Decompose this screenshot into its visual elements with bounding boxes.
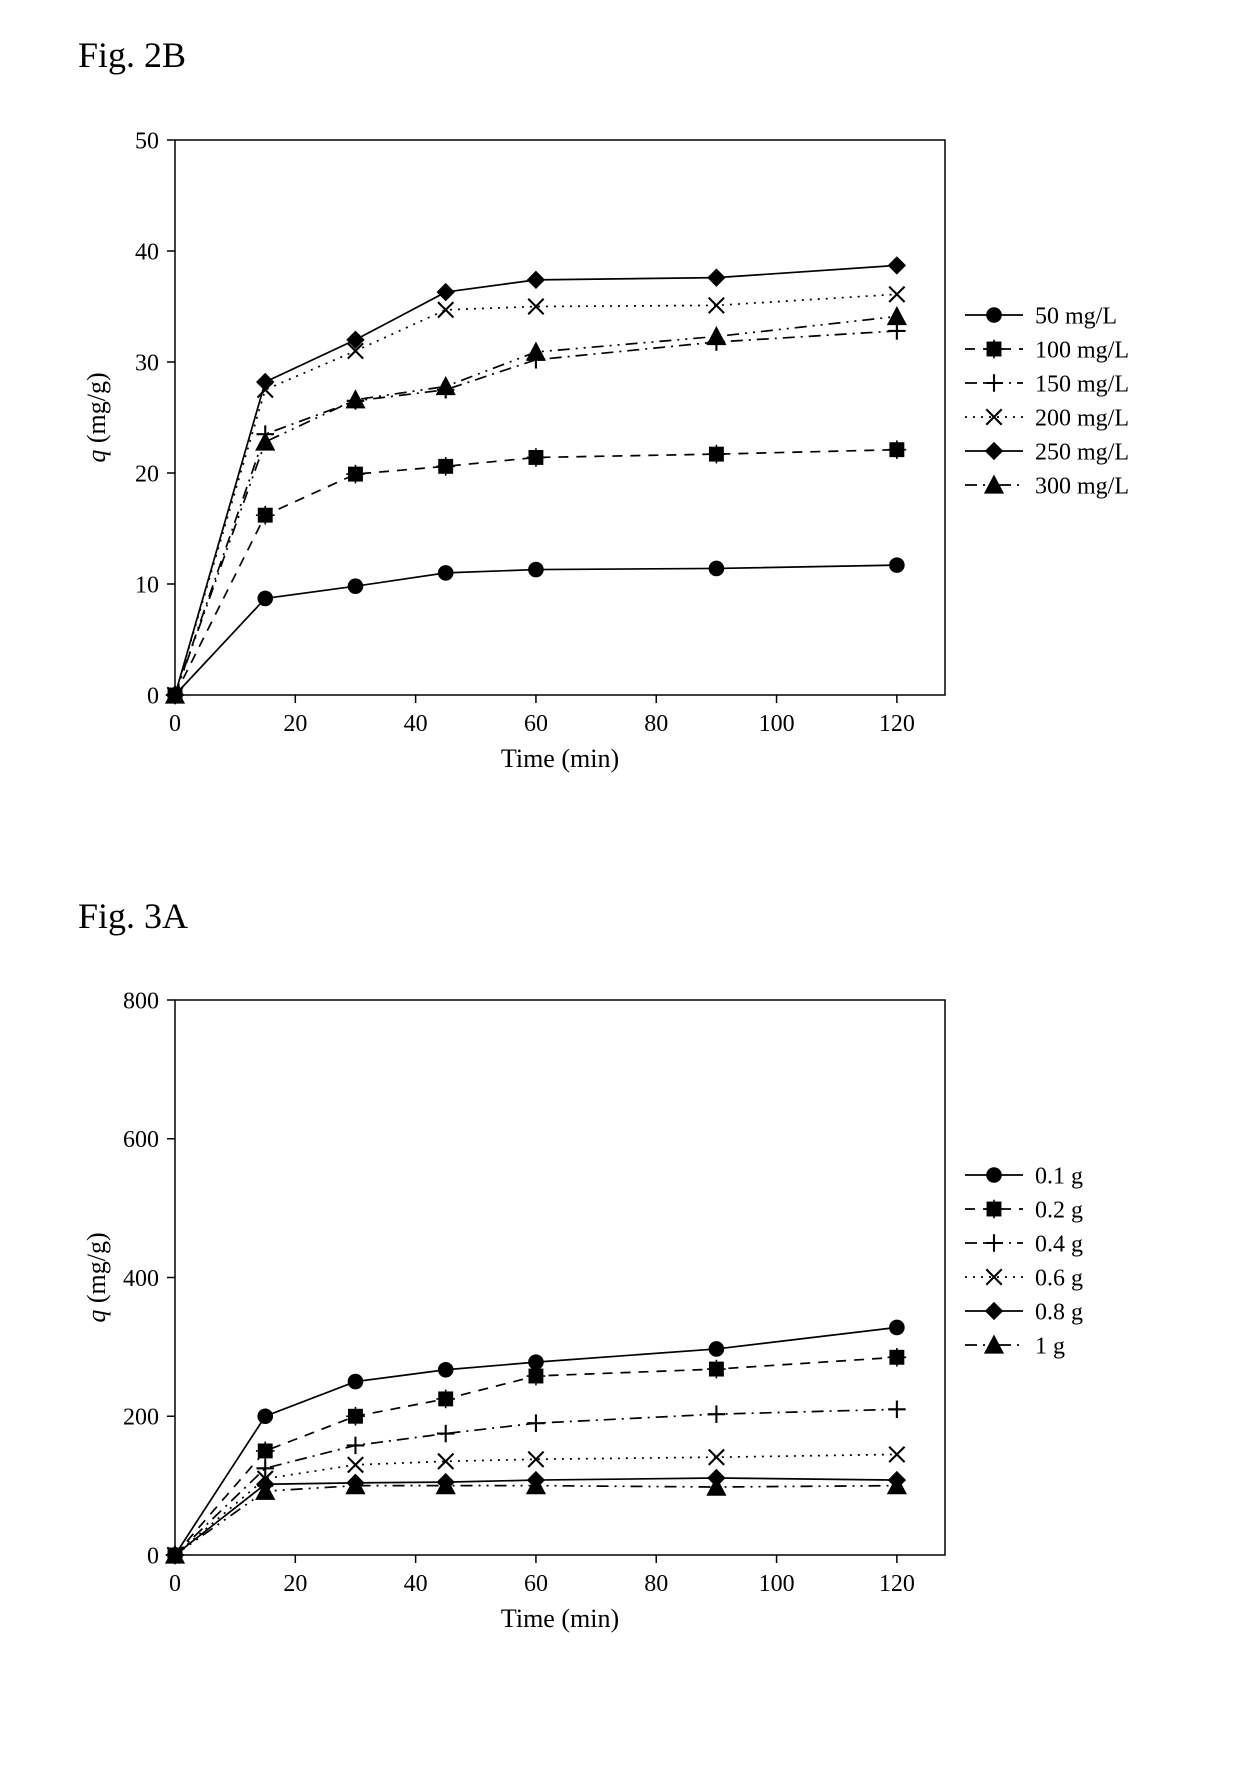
svg-text:60: 60: [524, 711, 548, 737]
svg-text:400: 400: [123, 1266, 159, 1292]
figure-label-3a: Fig. 3A: [78, 895, 188, 937]
svg-text:0.1 g: 0.1 g: [1035, 1163, 1083, 1189]
svg-text:0.2 g: 0.2 g: [1035, 1197, 1083, 1223]
svg-text:120: 120: [879, 1571, 915, 1597]
svg-text:80: 80: [644, 1571, 668, 1597]
page: Fig. 2B 0 20 40 60 80 100 120 0 10 20 30 40 50 Time (…: [0, 0, 1240, 1787]
svg-text:300 mg/L: 300 mg/L: [1035, 473, 1129, 499]
legend: 50 mg/L 100 mg/L 150 mg/L 200 mg/L 250 mg/L 3…: [965, 303, 1129, 499]
svg-text:Time (min): Time (min): [501, 744, 619, 773]
svg-text:100 mg/L: 100 mg/L: [1035, 337, 1129, 363]
figure-label-2b: Fig. 2B: [78, 34, 186, 76]
svg-text:0: 0: [169, 711, 181, 737]
svg-text:20: 20: [135, 461, 159, 487]
svg-text:10: 10: [135, 572, 159, 598]
svg-text:200: 200: [123, 1405, 159, 1431]
svg-text:40: 40: [404, 1571, 428, 1597]
svg-text:150 mg/L: 150 mg/L: [1035, 371, 1129, 397]
svg-text:200 mg/L: 200 mg/L: [1035, 405, 1129, 431]
svg-text:40: 40: [135, 239, 159, 265]
svg-text:40: 40: [404, 711, 428, 737]
svg-text:50 mg/L: 50 mg/L: [1035, 303, 1117, 329]
svg-text:250 mg/L: 250 mg/L: [1035, 439, 1129, 465]
svg-text:0.6 g: 0.6 g: [1035, 1265, 1083, 1291]
svg-text:120: 120: [879, 711, 915, 737]
svg-text:0.4 g: 0.4 g: [1035, 1231, 1083, 1257]
svg-text:20: 20: [283, 1571, 307, 1597]
svg-text:800: 800: [123, 988, 159, 1014]
svg-text:Time (min): Time (min): [501, 1604, 619, 1633]
svg-text:1 g: 1 g: [1035, 1333, 1065, 1359]
svg-text:0: 0: [147, 683, 159, 709]
svg-text:0: 0: [147, 1543, 159, 1569]
svg-text:80: 80: [644, 711, 668, 737]
svg-text:0.8 g: 0.8 g: [1035, 1299, 1083, 1325]
chart-fig3a: 0 20 40 60 80 100 120 0 200 400 600 800 Time (min) q …: [40, 960, 1160, 1660]
svg-text:100: 100: [759, 1571, 795, 1597]
svg-text:100: 100: [759, 711, 795, 737]
svg-text:q (mg/g): q (mg/g): [82, 1232, 111, 1322]
svg-text:q (mg/g): q (mg/g): [82, 372, 111, 462]
legend: 0.1 g 0.2 g 0.4 g 0.6 g 0.8 g 1 g: [965, 1163, 1083, 1359]
svg-text:50: 50: [135, 128, 159, 154]
chart-svg-fig3a: 0 20 40 60 80 100 120 0 200 400 600 800 Time (min) q …: [40, 960, 1160, 1660]
svg-text:600: 600: [123, 1127, 159, 1153]
chart-svg-fig2b: 0 20 40 60 80 100 120 0 10 20 30 40 50 Time (min) q (m…: [40, 100, 1160, 800]
svg-text:30: 30: [135, 350, 159, 376]
chart-fig2b: 0 20 40 60 80 100 120 0 10 20 30 40 50 Time (min) q (m…: [40, 100, 1160, 800]
svg-text:0: 0: [169, 1571, 181, 1597]
svg-text:20: 20: [283, 711, 307, 737]
svg-text:60: 60: [524, 1571, 548, 1597]
